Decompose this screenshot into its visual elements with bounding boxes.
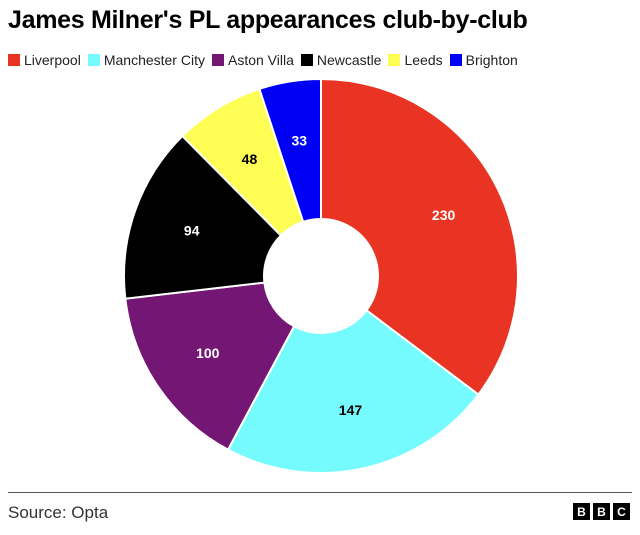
legend-swatch xyxy=(388,54,401,66)
slice-label-aston-villa: 100 xyxy=(196,345,220,361)
slice-label-manchester-city: 147 xyxy=(339,402,363,418)
slice-brighton xyxy=(258,77,322,224)
donut-chart: 230 147 100 94 48 33 xyxy=(123,77,519,474)
slice-liverpool xyxy=(320,77,519,396)
legend-swatch xyxy=(211,54,224,66)
slice-label-newcastle: 94 xyxy=(184,223,200,239)
legend-swatch xyxy=(87,54,100,66)
bbc-logo-letter: C xyxy=(613,503,630,520)
slice-label-liverpool: 230 xyxy=(432,207,456,223)
chart-legend: Liverpool Manchester City Aston Villa Newca… xyxy=(8,52,525,68)
legend-label: Newcastle xyxy=(316,52,382,68)
legend-label: Manchester City xyxy=(103,52,205,68)
legend-item-aston-villa: Aston Villa xyxy=(211,52,294,68)
legend-label: Liverpool xyxy=(24,52,81,68)
chart-title: James Milner's PL appearances club-by-cl… xyxy=(8,6,528,34)
legend-swatch xyxy=(449,54,462,66)
legend-item-newcastle: Newcastle xyxy=(300,52,382,68)
legend-label: Leeds xyxy=(404,52,443,68)
legend-item-leeds: Leeds xyxy=(388,52,443,68)
slice-label-brighton: 33 xyxy=(292,133,308,149)
legend-swatch xyxy=(300,54,313,66)
legend-item-brighton: Brighton xyxy=(449,52,518,68)
bbc-logo: B B C xyxy=(570,503,630,520)
source-note: Source: Opta xyxy=(8,503,109,522)
legend-item-manchester-city: Manchester City xyxy=(87,52,205,68)
legend-item-liverpool: Liverpool xyxy=(8,52,81,68)
slice-newcastle xyxy=(123,134,283,300)
slice-aston-villa xyxy=(124,281,296,452)
legend-swatch xyxy=(8,54,20,66)
bbc-logo-letter: B xyxy=(593,503,610,520)
slice-label-leeds: 48 xyxy=(242,151,258,167)
slice-manchester-city xyxy=(226,308,480,474)
legend-label: Aston Villa xyxy=(227,52,294,68)
legend-label: Brighton xyxy=(465,52,518,68)
footer-divider xyxy=(8,492,632,493)
bbc-logo-letter: B xyxy=(573,503,590,520)
